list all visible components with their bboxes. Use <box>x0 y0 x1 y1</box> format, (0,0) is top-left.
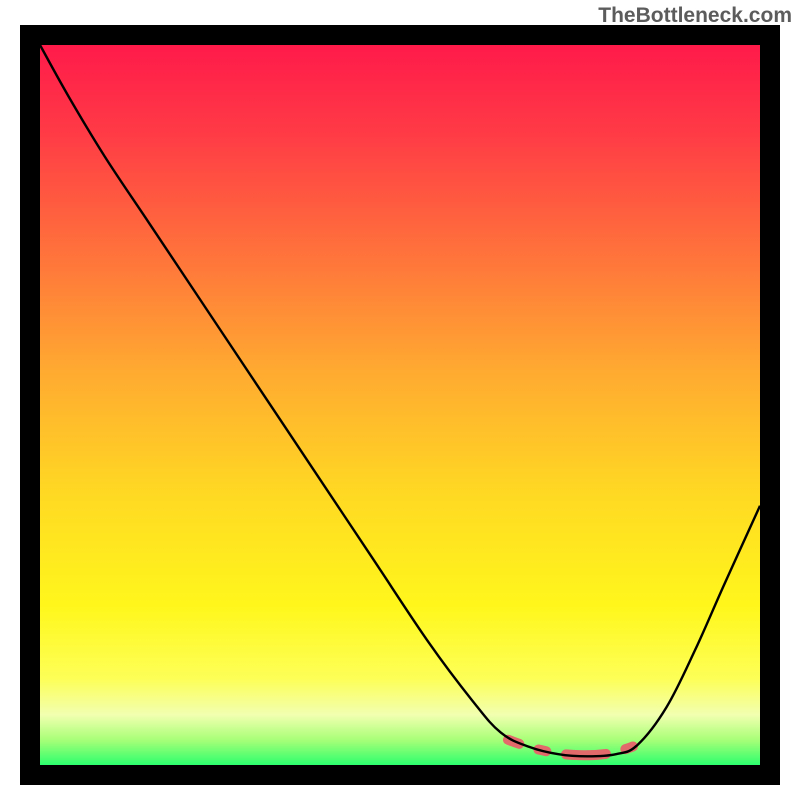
plot-background <box>40 45 760 765</box>
bottleneck-chart <box>0 0 800 800</box>
watermark-text: TheBottleneck.com <box>598 4 792 28</box>
